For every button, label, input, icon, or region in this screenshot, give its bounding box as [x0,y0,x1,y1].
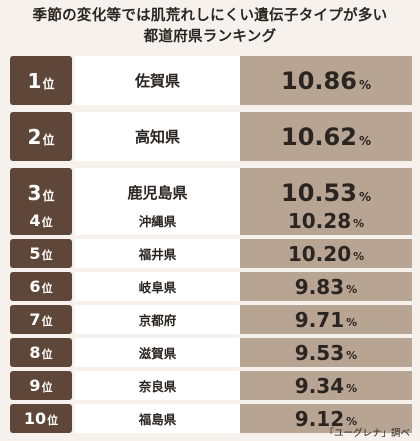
prefecture-name: 福島県 [75,404,240,433]
value-unit: % [346,415,358,428]
ranking-row: 5 位福井県 10.20% [10,239,412,268]
rank-number: 8 [29,343,41,362]
rank-number: 6 [29,277,41,296]
prefecture-name: 京都府 [75,305,240,334]
rank-suffix: 位 [41,282,53,295]
rank-number: 1 [27,68,42,93]
value-number: 10.62 [281,122,357,151]
value-number: 10.86 [281,66,357,95]
chart-title: 季節の変化等では肌荒れしにくい遺伝子タイプが多い 都道府県ランキング [0,6,420,48]
prefecture-name: 滋賀県 [75,338,240,367]
value-cell: 10.28% [240,206,412,235]
rank-number: 10 [23,409,47,428]
prefecture-name: 福井県 [75,239,240,268]
value-number: 10.53 [281,178,357,207]
ranking-row: 2 位高知県 10.62% [10,112,412,161]
value-cell: 10.20% [240,239,412,268]
rank-suffix: 位 [41,381,53,394]
rank-number: 9 [29,376,41,395]
value-number: 9.53 [294,340,345,365]
value-unit: % [353,250,365,263]
value-unit: % [346,316,358,329]
rank-number: 7 [29,310,41,329]
rank-number: 5 [29,244,41,263]
rank-number: 4 [29,211,41,230]
value-unit: % [358,133,371,148]
rank-number: 3 [27,180,42,205]
ranking-row: 4 位沖縄県 10.28% [10,206,412,235]
rank-suffix: 位 [41,348,53,361]
value-number: 9.71 [294,307,345,332]
ranking-row: 8 位滋賀県 9.53% [10,338,412,367]
value-cell: 9.71% [240,305,412,334]
prefecture-name: 高知県 [75,112,240,161]
value-unit: % [358,77,371,92]
value-cell: 10.62% [240,112,412,161]
source-note: 「ユーグレナ」調べ [324,428,410,439]
prefecture-name: 沖縄県 [75,206,240,235]
rank-suffix: 位 [42,132,55,147]
prefecture-name: 佐賀県 [75,56,240,105]
value-cell: 9.53% [240,338,412,367]
value-cell: 9.83% [240,272,412,301]
rank-suffix: 位 [42,188,55,203]
value-number: 10.28 [287,208,352,233]
value-unit: % [346,382,358,395]
value-number: 10.20 [287,241,352,266]
ranking-row: 1 位佐賀県 10.86% [10,56,412,105]
title-line-2: 都道府県ランキング [143,29,277,45]
ranking-row: 7 位京都府 9.71% [10,305,412,334]
rank-suffix: 位 [47,414,59,427]
rank-suffix: 位 [42,76,55,91]
value-number: 9.12 [294,406,345,431]
rank-suffix: 位 [41,216,53,229]
value-number: 9.83 [294,274,345,299]
value-cell: 9.12% [240,404,412,433]
prefecture-name: 岐阜県 [75,272,240,301]
ranking-row: 6 位岐阜県 9.83% [10,272,412,301]
value-cell: 9.34% [240,371,412,400]
value-cell: 10.86% [240,56,412,105]
rank-suffix: 位 [41,315,53,328]
prefecture-name: 奈良県 [75,371,240,400]
value-unit: % [346,349,358,362]
value-unit: % [346,283,358,296]
ranking-row: 9 位奈良県 9.34% [10,371,412,400]
rank-number: 2 [27,124,42,149]
value-unit: % [358,189,371,204]
rank-cell: 10 位 [10,404,72,433]
title-line-1: 季節の変化等では肌荒れしにくい遺伝子タイプが多い [32,8,388,24]
value-number: 9.34 [294,373,345,398]
value-unit: % [353,217,365,230]
ranking-row: 10 位福島県 9.12% [10,404,412,433]
rank-suffix: 位 [41,249,53,262]
